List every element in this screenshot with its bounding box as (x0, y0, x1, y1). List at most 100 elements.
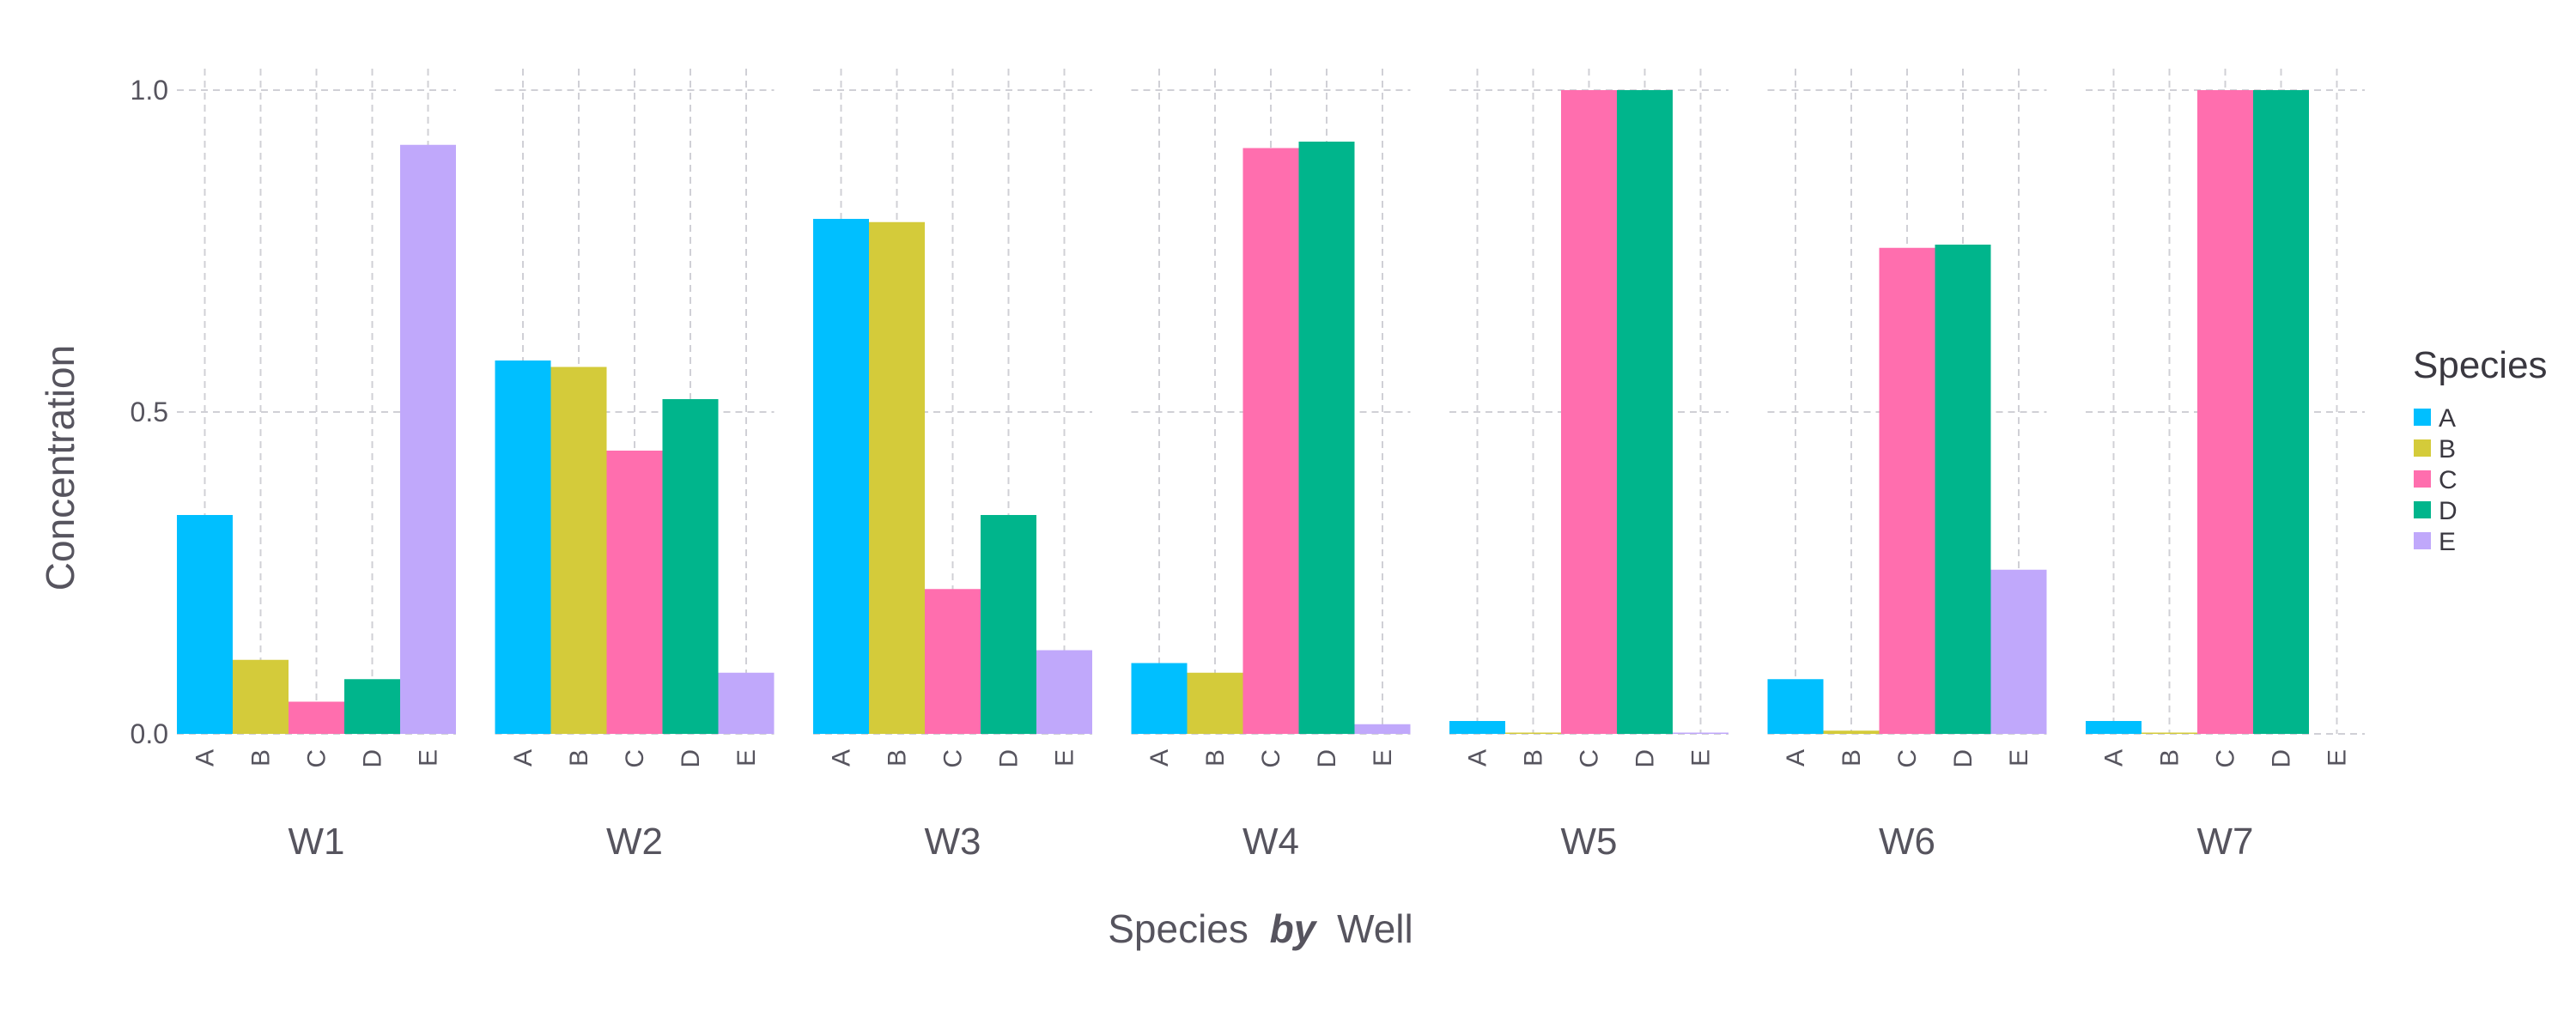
bar-w4-e (1354, 724, 1411, 734)
x-tick-label: A (191, 749, 220, 766)
legend-swatch-a (2414, 409, 2431, 426)
legend-label-c: C (2439, 466, 2458, 494)
bar-w7-c (2197, 90, 2253, 734)
bar-w1-a (177, 515, 233, 734)
bar-w3-a (813, 219, 869, 734)
x-tick-label: B (884, 749, 912, 766)
bar-w5-d (1617, 90, 1673, 734)
legend-label-a: A (2439, 404, 2456, 433)
well-label-w2: W2 (606, 821, 663, 863)
x-tick-label: A (1782, 749, 1810, 766)
x-tick-label: D (995, 749, 1024, 768)
well-label-w3: W3 (925, 821, 981, 863)
well-label-w5: W5 (1561, 821, 1618, 863)
x-tick-label: E (2324, 749, 2352, 766)
legend-label-b: B (2439, 435, 2456, 464)
bar-w6-c (1879, 247, 1935, 734)
legend-title: Species (2413, 344, 2548, 386)
bar-w6-a (1767, 679, 1824, 734)
x-tick-label: B (1838, 749, 1866, 766)
bar-w6-e (1990, 569, 2047, 734)
well-label-w1: W1 (289, 821, 345, 863)
bar-w6-b (1823, 730, 1880, 734)
x-tick-label: B (1201, 749, 1230, 766)
x-tick-label: D (359, 749, 387, 768)
x-tick-label: E (732, 749, 761, 766)
bar-w4-b (1187, 672, 1243, 734)
x-tick-label: C (303, 749, 331, 768)
bar-w7-b (2142, 732, 2197, 734)
well-labels: W1 W2 W3 W4 W5 W6 W7 (289, 821, 2254, 863)
bar-w1-b (233, 659, 289, 734)
x-tick-label: A (1464, 749, 1492, 766)
x-tick-label: D (1313, 749, 1341, 768)
well-label-w7: W7 (2197, 821, 2254, 863)
bar-w4-a (1131, 663, 1188, 734)
bar-w2-b (550, 367, 607, 734)
bar-w7-a (2086, 721, 2142, 734)
bar-w5-b (1505, 732, 1561, 734)
y-tick-label: 0.0 (131, 718, 168, 749)
y-tick-label: 1.0 (131, 75, 168, 106)
bar-w5-a (1449, 721, 1505, 734)
x-tick-label: A (2100, 749, 2129, 766)
x-tick-label: B (565, 749, 593, 766)
x-tick-label: A (1145, 749, 1174, 766)
bar-w2-d (662, 399, 719, 734)
x-axis-title-part-2: by (1270, 906, 1318, 951)
bar-w5-c (1561, 90, 1617, 734)
bar-w6-d (1935, 245, 1991, 734)
bar-w4-c (1242, 148, 1299, 734)
bar-w3-d (981, 515, 1036, 734)
y-tick-label: 0.5 (131, 397, 168, 427)
bar-w2-e (718, 672, 775, 734)
bar-w2-c (606, 451, 663, 734)
x-tick-label: B (1520, 749, 1548, 766)
x-axis-title: Species by Well (1108, 906, 1413, 951)
bar-w3-e (1036, 650, 1092, 734)
x-tick-label: C (939, 749, 968, 768)
x-tick-label: E (1687, 749, 1716, 766)
bar-w1-e (400, 144, 456, 734)
legend-swatch-b (2414, 439, 2431, 457)
x-tick-label: D (1949, 749, 1978, 768)
x-tick-label: D (2268, 749, 2296, 768)
x-tick-label: C (2212, 749, 2240, 768)
bar-w1-c (289, 701, 344, 734)
x-tick-label: C (1257, 749, 1285, 768)
x-tick-label: A (509, 749, 538, 766)
x-tick-label: E (1051, 749, 1079, 766)
x-axis-title-part-1: Species (1108, 906, 1249, 951)
x-tick-label: C (1576, 749, 1604, 768)
x-tick-label: D (677, 749, 705, 768)
bar-w3-c (925, 589, 981, 734)
bar-w7-d (2253, 90, 2309, 734)
x-tick-label: B (2156, 749, 2184, 766)
legend-swatch-e (2414, 532, 2431, 549)
bar-w4-d (1298, 142, 1355, 734)
bar-w1-d (344, 679, 400, 734)
legend-swatch-d (2414, 501, 2431, 518)
x-tick-label: E (415, 749, 443, 766)
legend-label-e: E (2439, 528, 2456, 556)
legend-swatch-c (2414, 470, 2431, 488)
x-tick-label: E (2005, 749, 2033, 766)
legend-label-d: D (2439, 497, 2458, 525)
bar-w2-a (495, 360, 551, 734)
x-axis-title-part-3: Well (1337, 906, 1413, 951)
x-tick-label: B (247, 749, 276, 766)
x-tick-label: C (1893, 749, 1922, 768)
x-tick-label: A (828, 749, 856, 766)
y-axis-ticks: 0.0 0.5 1.0 (131, 75, 168, 749)
well-label-w4: W4 (1242, 821, 1299, 863)
x-tick-label: D (1631, 749, 1660, 768)
y-axis-title: Concentration (38, 345, 82, 591)
x-tick-label: C (621, 749, 649, 768)
bar-w3-b (869, 221, 925, 734)
bar-w5-e (1673, 732, 1728, 734)
well-label-w6: W6 (1879, 821, 1935, 863)
